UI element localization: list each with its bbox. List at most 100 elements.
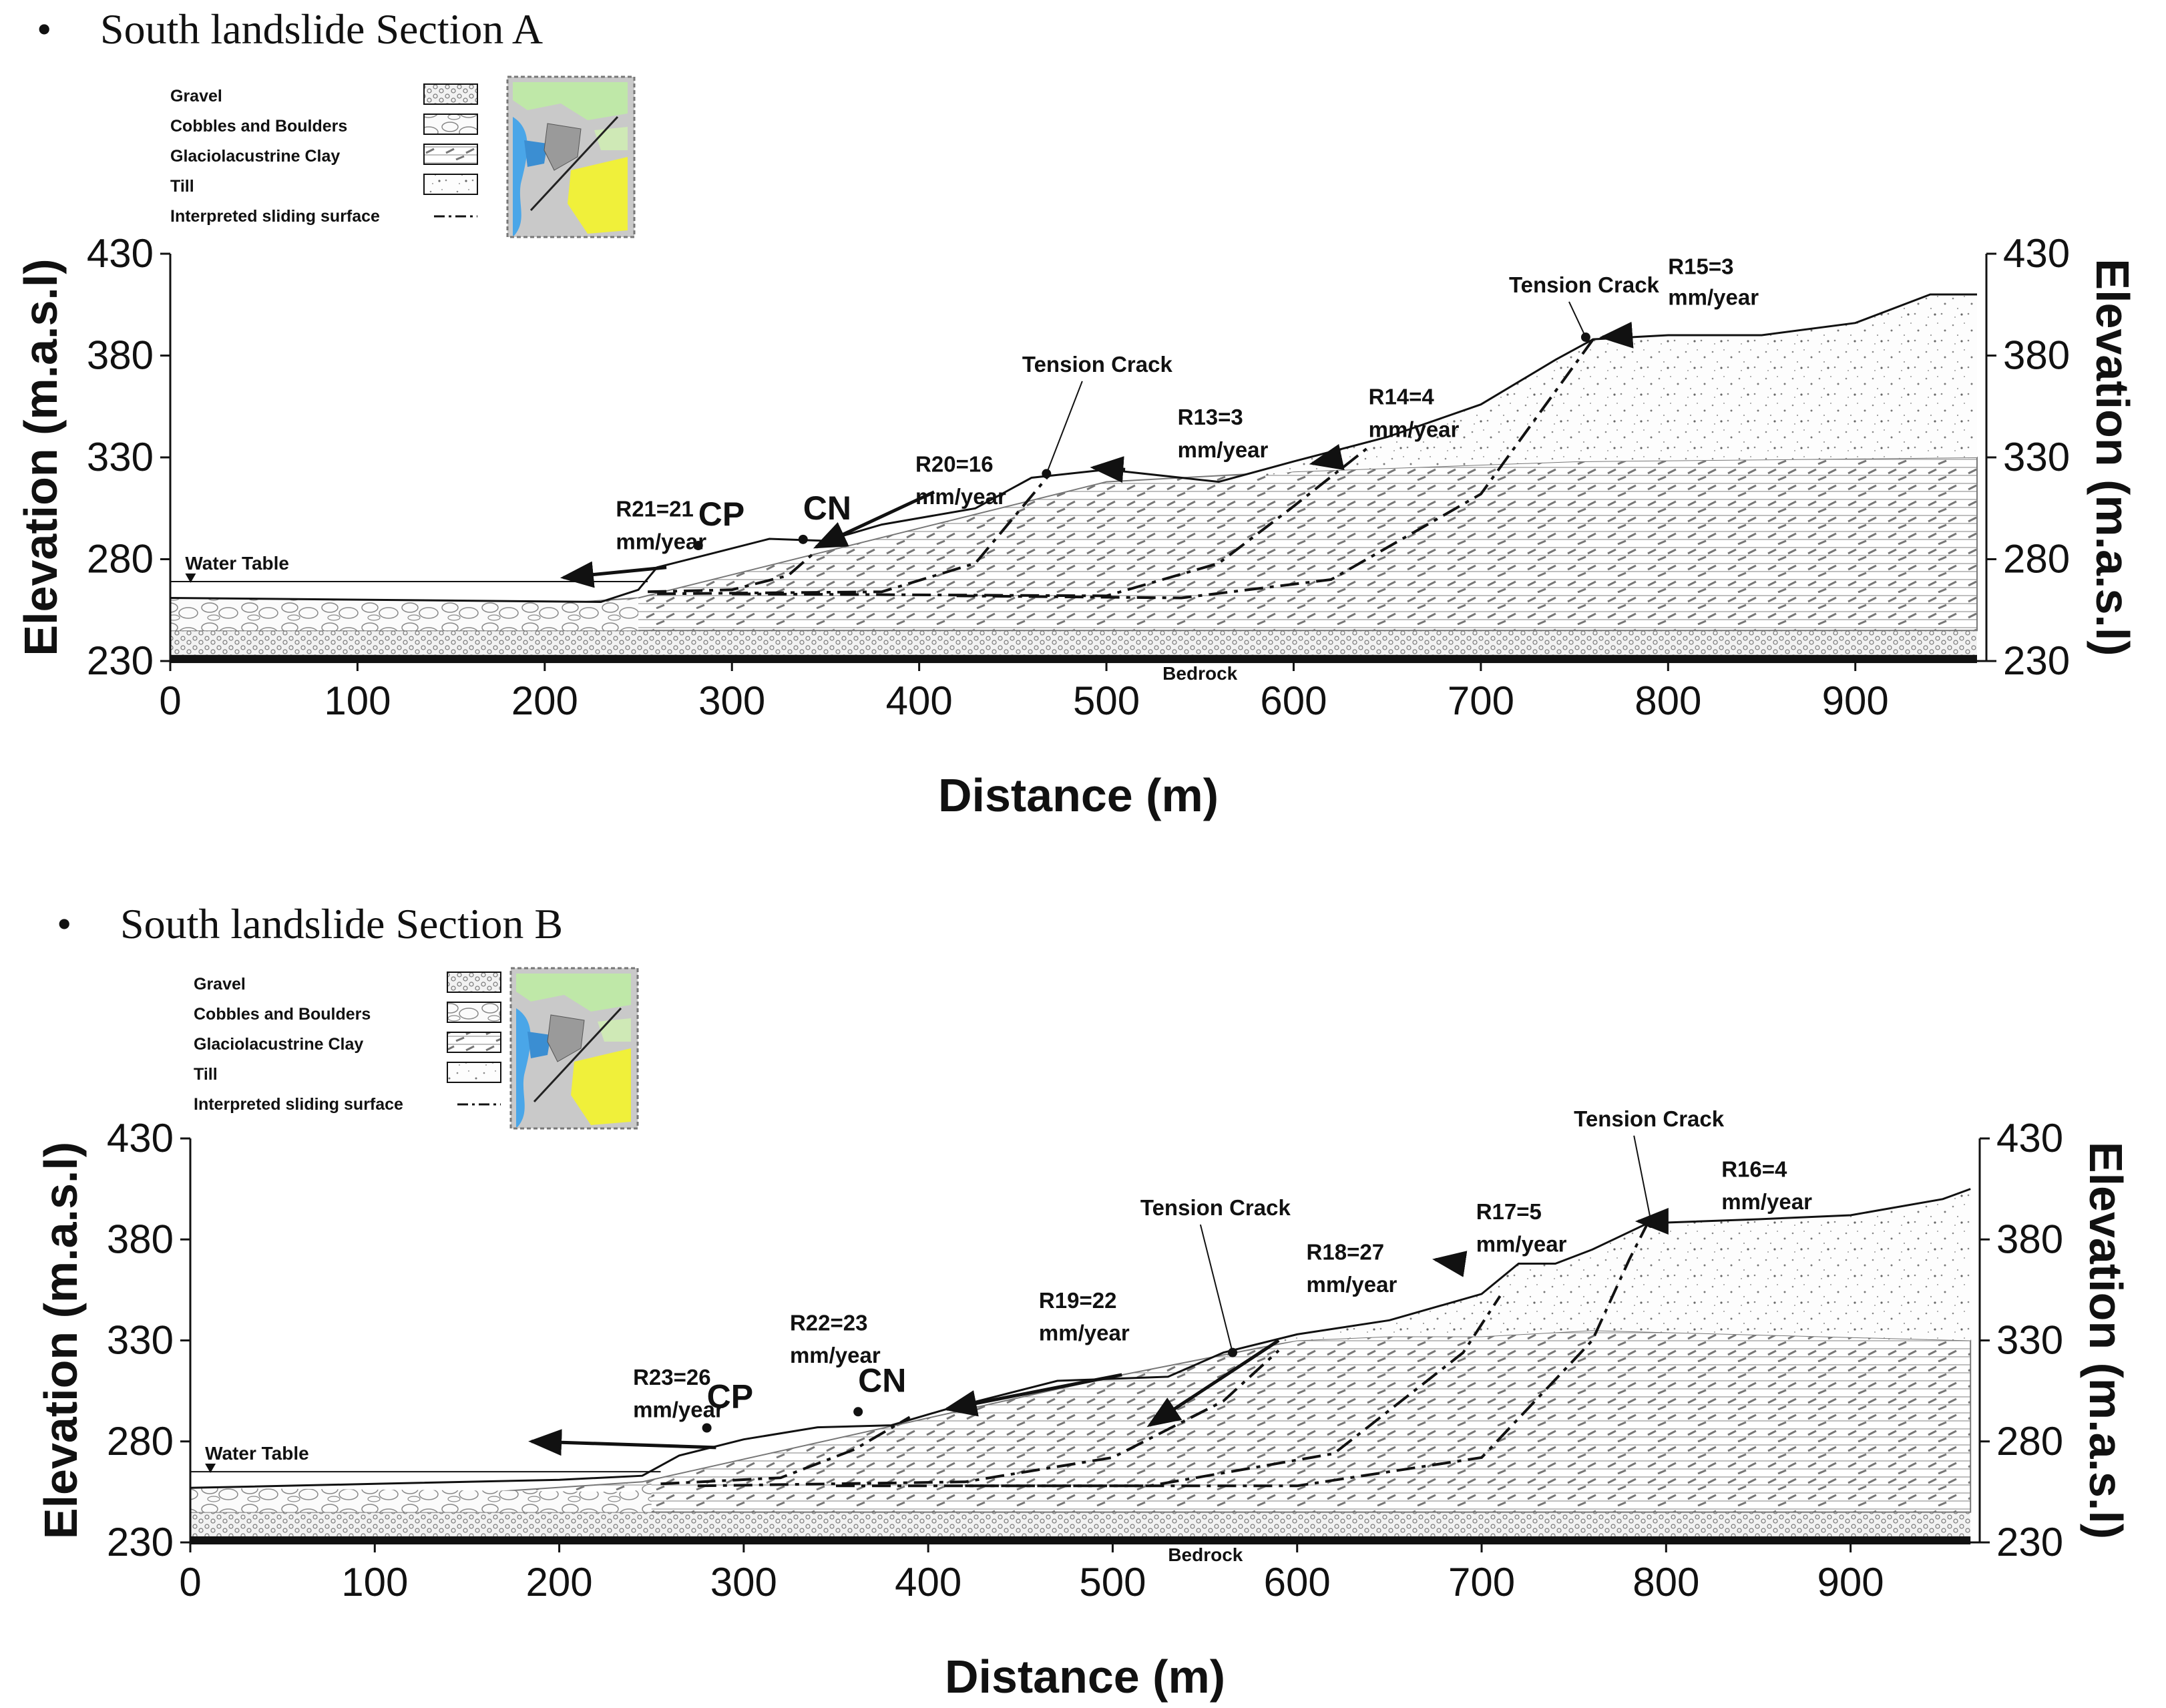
y-tick-label-left: 330 [87,435,154,479]
legend-label: Cobbles and Boulders [194,1005,371,1024]
displacement-rate-label: R21=21 [616,496,694,521]
displacement-arrow [560,561,667,588]
sliding-surface [965,1223,1649,1488]
x-tick-label: 100 [341,1560,408,1605]
y-tick-label-right: 430 [1996,1116,2063,1160]
displacement-arrow [1090,456,1126,483]
legend-swatch-cobbles [423,114,478,135]
location-map [506,75,636,238]
water-table-label: Water Table [185,553,289,574]
displacement-arrow [813,490,935,549]
legend-swatch-gravel [447,972,501,993]
water-table-marker [205,1464,216,1474]
legend-swatch-till [423,174,478,195]
cobbles-layer [190,1482,652,1512]
bedrock-label: Bedrock [1168,1544,1243,1565]
station-point [798,534,808,544]
x-axis-title: Distance (m) [938,769,1219,821]
legend-label: Gravel [194,975,246,994]
displacement-rate-label: mm/year [1307,1272,1397,1297]
y-tick-label-right: 330 [1996,1318,2063,1363]
displacement-rate-label: mm/year [790,1343,881,1367]
y-tick-label-left: 380 [87,333,154,378]
map-river-bend [524,140,548,167]
y-tick-label-right: 330 [2003,435,2070,479]
tension-crack-leader [1046,381,1083,474]
x-tick-label: 700 [1448,678,1514,723]
y-axis-title-right: Elevation (m.a.s.l) [2080,1142,2132,1539]
section-a: • South landslide Section A Gravel Cobbles … [15,5,2139,821]
y-tick-label-right: 280 [1996,1419,2063,1464]
tension-crack-leader [1568,301,1586,338]
displacement-rate-label: mm/year [1178,437,1269,462]
displacement-rate-label: mm/year [633,1397,724,1422]
till-layer [1223,1189,1971,1353]
map-river-bend [527,1032,551,1058]
y-tick-label-left: 230 [107,1520,174,1564]
x-axis-title: Distance (m) [945,1651,1225,1703]
ground-surface [170,293,1977,604]
y-axis-title-right: Elevation (m.a.s.l) [2087,258,2139,656]
legend-swatch-clay [447,1032,501,1053]
tension-crack-label: Tension Crack [1574,1106,1725,1131]
legend-label: Interpreted sliding surface [170,207,380,226]
x-tick-label: 400 [895,1560,961,1605]
displacement-rate-label: R18=27 [1307,1240,1385,1265]
x-tick-label: 800 [1635,678,1701,723]
y-axis-title-left: Elevation (m.a.s.l) [15,258,67,656]
tension-crack-leader [1199,1224,1234,1353]
tension-crack-label: Tension Crack [1140,1195,1291,1220]
displacement-rate-label: mm/year [915,484,1006,509]
displacement-rate-label: R13=3 [1178,405,1243,429]
x-tick-label: 300 [710,1560,777,1605]
displacement-rate-label: mm/year [616,529,706,554]
x-tick-label: 0 [179,1560,201,1605]
displacement-rate-label: R23=26 [633,1365,711,1390]
displacement-arrow [1599,321,1634,349]
displacement-arrow [1432,1251,1468,1277]
x-tick-label: 600 [1260,678,1327,723]
station-point [693,541,703,550]
x-tick-label: 100 [324,678,391,723]
x-tick-label: 700 [1448,1560,1515,1605]
station-point [702,1423,712,1433]
sliding-surface [697,1349,1280,1488]
x-tick-label: 400 [886,678,953,723]
y-tick-label-right: 280 [2003,537,2070,582]
y-tick-label-right: 230 [1996,1520,2063,1564]
x-tick-label: 200 [511,678,578,723]
y-axis-title-left: Elevation (m.a.s.l) [35,1142,87,1539]
water-table-label: Water Table [205,1443,309,1464]
x-tick-label: 300 [698,678,765,723]
displacement-rate-label: R19=22 [1039,1288,1117,1313]
sliding-surface [732,446,1369,598]
map-landslide-area [544,123,582,171]
map-section-line [533,1007,622,1103]
map-yellow-area [568,157,628,234]
displacement-arrow [943,1373,1122,1417]
sliding-surface [660,1416,911,1486]
x-tick-label: 900 [1822,678,1889,723]
bedrock-label: Bedrock [1162,663,1237,684]
x-tick-label: 500 [1079,1560,1146,1605]
y-tick-label-left: 380 [107,1217,174,1261]
displacement-rate-label: mm/year [1476,1231,1567,1256]
bullet: • [37,5,51,53]
legend-swatch-cobbles [447,1002,501,1023]
map-section-line [529,116,619,212]
legend-label: Till [194,1065,218,1084]
legend-label: Glaciolacustrine Clay [194,1035,363,1054]
cobbles-layer [170,598,638,631]
station-label: CP [698,495,744,533]
legend-label: Glaciolacustrine Clay [170,147,340,166]
displacement-rate-label: R16=4 [1721,1156,1787,1181]
displacement-rate-label: R15=3 [1668,254,1733,279]
displacement-rate-label: mm/year [1369,417,1460,442]
y-tick-label-left: 280 [87,537,154,582]
section-title: South landslide Section B [120,900,563,947]
sliding-surface [648,550,817,594]
y-tick-label-left: 280 [107,1419,174,1464]
y-tick-label-left: 330 [107,1318,174,1363]
displacement-rate-label: R17=5 [1476,1199,1542,1224]
